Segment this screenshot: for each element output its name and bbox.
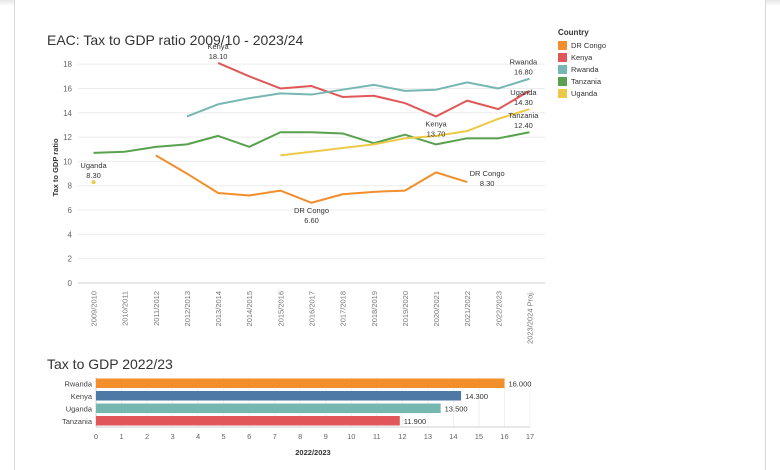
x-tick-label: 2009/2010 bbox=[90, 291, 99, 326]
data-label: Kenya bbox=[425, 119, 447, 128]
legend-label: Rwanda bbox=[571, 64, 599, 74]
data-label: 8.30 bbox=[86, 171, 101, 180]
legend-label: Tanzania bbox=[571, 76, 602, 86]
bar-category-label: Kenya bbox=[71, 392, 93, 401]
bar bbox=[96, 391, 462, 401]
bar-chart-title: Tax to GDP 2022/23 bbox=[47, 356, 173, 372]
bar bbox=[96, 416, 400, 426]
x-tick-label: 2020/2021 bbox=[432, 291, 441, 326]
legend-label: DR Congo bbox=[571, 40, 607, 50]
legend-swatch bbox=[558, 88, 567, 98]
x-tick-label: 15 bbox=[475, 432, 483, 441]
y-tick-label: 10 bbox=[63, 157, 72, 166]
series-line bbox=[155, 154, 468, 204]
x-tick-label: 2016/2017 bbox=[308, 291, 317, 326]
data-label: Uganda bbox=[80, 161, 107, 170]
legend-item[interactable]: Uganda bbox=[558, 87, 606, 99]
data-label: 12.40 bbox=[514, 121, 533, 130]
data-label: 6.60 bbox=[304, 216, 319, 225]
x-tick-label: 0 bbox=[94, 432, 98, 441]
x-tick-label: 17 bbox=[526, 432, 534, 441]
x-tick-label: 2014/2015 bbox=[245, 291, 254, 326]
legend-swatch bbox=[558, 40, 567, 50]
x-tick-label: 2021/2022 bbox=[463, 291, 472, 326]
data-label: Kenya bbox=[207, 42, 229, 51]
legend-title: Country bbox=[558, 28, 589, 37]
y-tick-label: 14 bbox=[63, 109, 72, 118]
y-tick-label: 16 bbox=[63, 84, 72, 93]
legend-swatch bbox=[558, 52, 567, 62]
bar-x-axis-label: 2022/2023 bbox=[295, 448, 330, 457]
x-tick-label: 2019/2020 bbox=[401, 291, 410, 326]
legend[interactable]: Country DR Congo Kenya Rwanda Tanzania Ugand… bbox=[558, 28, 606, 99]
series-line bbox=[280, 108, 530, 157]
data-label: 14.30 bbox=[514, 98, 533, 107]
x-tick-label: 10 bbox=[347, 432, 355, 441]
legend-item[interactable]: Kenya bbox=[558, 51, 606, 63]
data-label: DR Congo bbox=[470, 169, 505, 178]
x-tick-label: 2017/2018 bbox=[339, 291, 348, 326]
bar-category-label: Rwanda bbox=[64, 379, 92, 388]
y-tick-label: 8 bbox=[68, 182, 73, 191]
data-label: 8.30 bbox=[480, 179, 495, 188]
data-label: 16.80 bbox=[514, 68, 533, 77]
legend-item[interactable]: DR Congo bbox=[558, 39, 606, 51]
x-tick-label: 9 bbox=[324, 432, 328, 441]
series-point bbox=[91, 180, 96, 185]
bar-value-label: 11.900 bbox=[404, 417, 426, 426]
y-tick-label: 18 bbox=[63, 60, 72, 69]
data-label: DR Congo bbox=[294, 206, 329, 215]
legend-label: Kenya bbox=[571, 52, 593, 62]
x-tick-label: 2023/2024 Proj. bbox=[525, 291, 534, 344]
series-line bbox=[93, 131, 530, 154]
x-tick-label: 5 bbox=[222, 432, 226, 441]
legend-item[interactable]: Tanzania bbox=[558, 75, 606, 87]
bar-category-label: Uganda bbox=[66, 404, 93, 413]
bar bbox=[96, 378, 505, 388]
data-label: 18.10 bbox=[209, 52, 228, 61]
x-tick-label: 8 bbox=[298, 432, 302, 441]
legend-item[interactable]: Rwanda bbox=[558, 63, 606, 75]
legend-label: Uganda bbox=[571, 88, 598, 98]
y-axis-label: Tax to GDP ratio bbox=[51, 138, 60, 196]
x-tick-label: 7 bbox=[273, 432, 277, 441]
bar-value-label: 13.500 bbox=[445, 404, 468, 413]
x-tick-label: 3 bbox=[171, 432, 175, 441]
legend-swatch bbox=[558, 76, 567, 86]
x-tick-label: 2010/2011 bbox=[121, 291, 130, 326]
bar-value-label: 14.300 bbox=[465, 392, 488, 401]
data-label: Rwanda bbox=[510, 58, 538, 67]
series-line bbox=[217, 62, 530, 118]
line-chart-title: EAC: Tax to GDP ratio 2009/10 - 2023/24 bbox=[47, 32, 304, 48]
x-tick-label: 2012/2013 bbox=[183, 291, 192, 326]
x-tick-label: 6 bbox=[247, 432, 251, 441]
x-tick-label: 2 bbox=[145, 432, 149, 441]
bar-category-label: Tanzania bbox=[62, 417, 93, 426]
data-label: Tanzania bbox=[508, 111, 539, 120]
x-tick-label: 2018/2019 bbox=[370, 291, 379, 326]
x-tick-label: 12 bbox=[398, 432, 406, 441]
x-tick-label: 2013/2014 bbox=[214, 291, 223, 326]
data-label: 13.70 bbox=[427, 129, 446, 138]
y-tick-label: 4 bbox=[68, 230, 73, 239]
x-tick-label: 2022/2023 bbox=[494, 291, 503, 326]
x-tick-label: 2015/2016 bbox=[276, 291, 285, 326]
x-tick-label: 13 bbox=[424, 432, 432, 441]
y-tick-label: 12 bbox=[63, 133, 72, 142]
x-tick-label: 4 bbox=[196, 432, 200, 441]
x-tick-label: 14 bbox=[449, 432, 457, 441]
legend-swatch bbox=[558, 64, 567, 74]
y-tick-label: 2 bbox=[68, 255, 73, 264]
bar bbox=[96, 403, 441, 413]
x-tick-label: 1 bbox=[119, 432, 123, 441]
x-tick-label: 2011/2012 bbox=[152, 291, 161, 326]
x-tick-label: 16 bbox=[500, 432, 508, 441]
data-label: Uganda bbox=[510, 88, 537, 97]
y-tick-label: 0 bbox=[68, 279, 73, 288]
bar-value-label: 16.000 bbox=[508, 379, 531, 388]
series-line bbox=[186, 77, 530, 118]
y-tick-label: 6 bbox=[68, 206, 73, 215]
x-tick-label: 11 bbox=[373, 432, 381, 441]
